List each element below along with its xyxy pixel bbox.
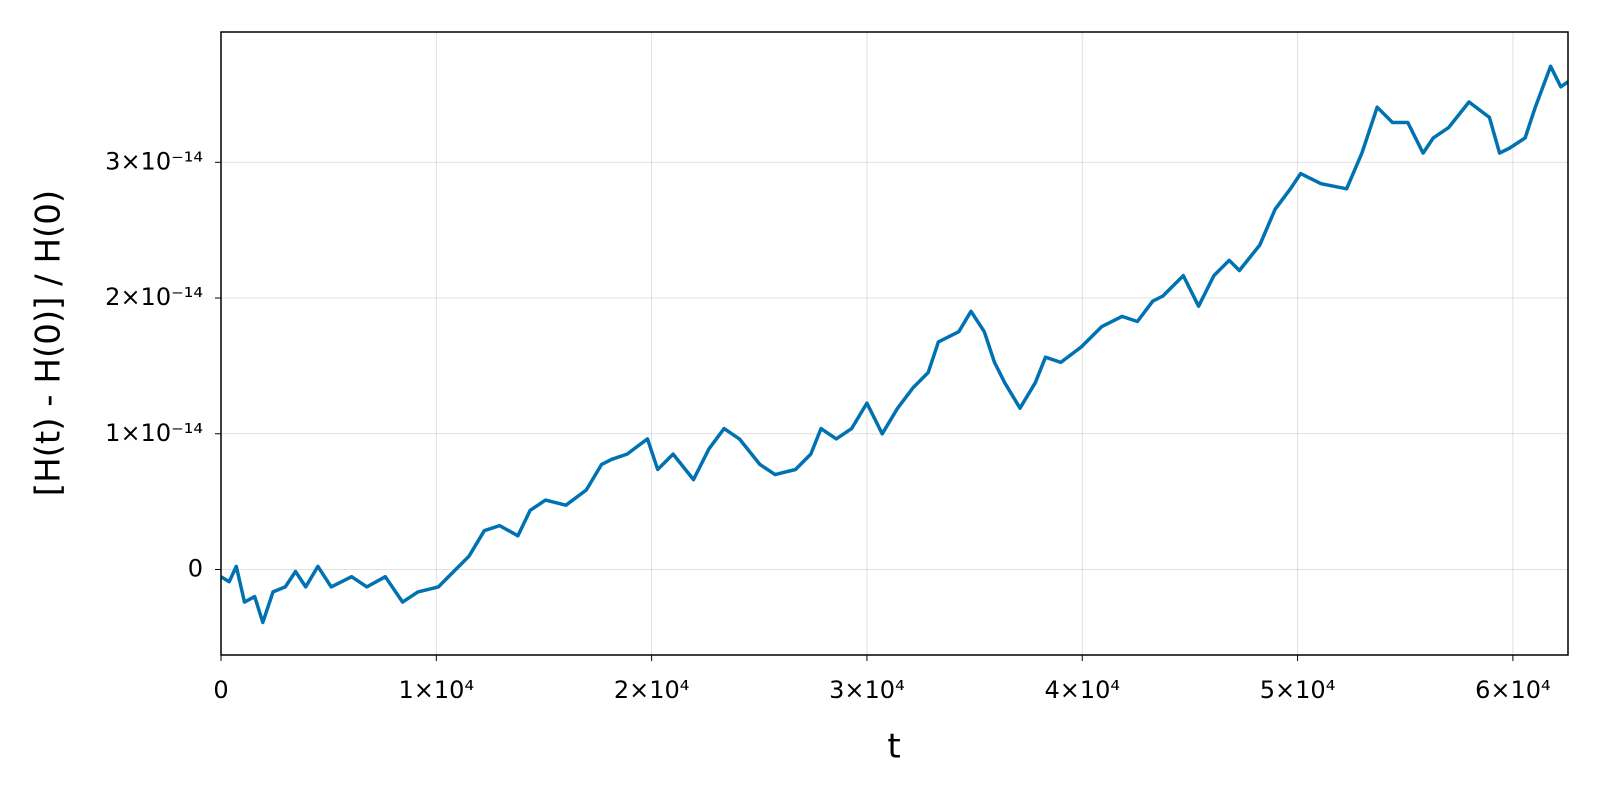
y-tick-label: 2×10⁻¹⁴: [105, 283, 203, 311]
x-tick-label: 4×10⁴: [1044, 676, 1120, 704]
y-axis-title: [H(t) - H(0)] / H(0): [29, 190, 69, 496]
x-tick-label: 5×10⁴: [1260, 676, 1336, 704]
x-axis-title: t: [887, 727, 900, 767]
y-tick-label: 3×10⁻¹⁴: [105, 147, 203, 175]
x-tick-label: 6×10⁴: [1475, 676, 1551, 704]
x-tick-label: 3×10⁴: [829, 676, 905, 704]
x-tick-label: 2×10⁴: [614, 676, 690, 704]
data-line: [221, 64, 1568, 625]
y-tick-label: 0: [188, 554, 203, 582]
y-tick-label: 1×10⁻¹⁴: [105, 419, 203, 447]
plot-frame: [220, 31, 1569, 656]
x-tick-label: 1×10⁴: [399, 676, 475, 704]
x-tick-label: 0: [213, 676, 228, 704]
